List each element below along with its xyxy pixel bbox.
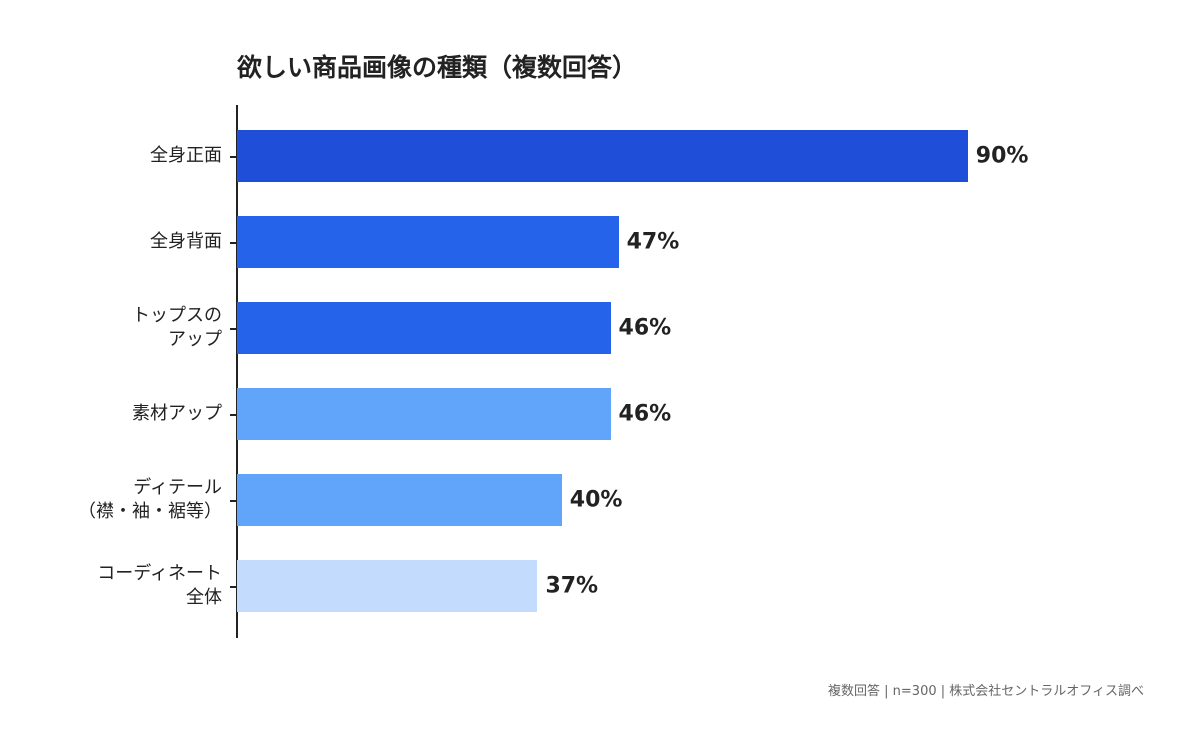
bar (237, 302, 611, 354)
tick-mark (230, 156, 236, 158)
tick-mark (230, 242, 236, 244)
data-label: 46% (618, 401, 672, 427)
category-label: 全身正面 (150, 145, 222, 166)
category-label: 全身背面 (150, 231, 222, 252)
category-label: コーディネート 全体 (97, 563, 222, 608)
tick-mark (230, 500, 236, 502)
bar (237, 216, 619, 268)
tick-mark (230, 328, 236, 330)
category-label: トップスの アップ (132, 305, 222, 350)
data-label: 46% (618, 315, 672, 341)
chart-title: 欲しい商品画像の種類（複数回答） (237, 53, 638, 82)
category-label: 素材アップ (132, 403, 222, 424)
data-label: 47% (626, 229, 680, 255)
data-label: 90% (975, 143, 1029, 169)
bar (237, 474, 562, 526)
axis-line (236, 105, 238, 638)
tick-mark (230, 414, 236, 416)
category-label: ディテール （襟・袖・裾等） (78, 477, 222, 522)
bar (237, 388, 611, 440)
source-note: 複数回答 | n=300 | 株式会社セントラルオフィス調べ (828, 684, 1144, 699)
bar (237, 560, 538, 612)
bar (237, 130, 968, 182)
data-label: 40% (569, 487, 623, 513)
tick-mark (230, 586, 236, 588)
data-label: 37% (545, 573, 599, 599)
